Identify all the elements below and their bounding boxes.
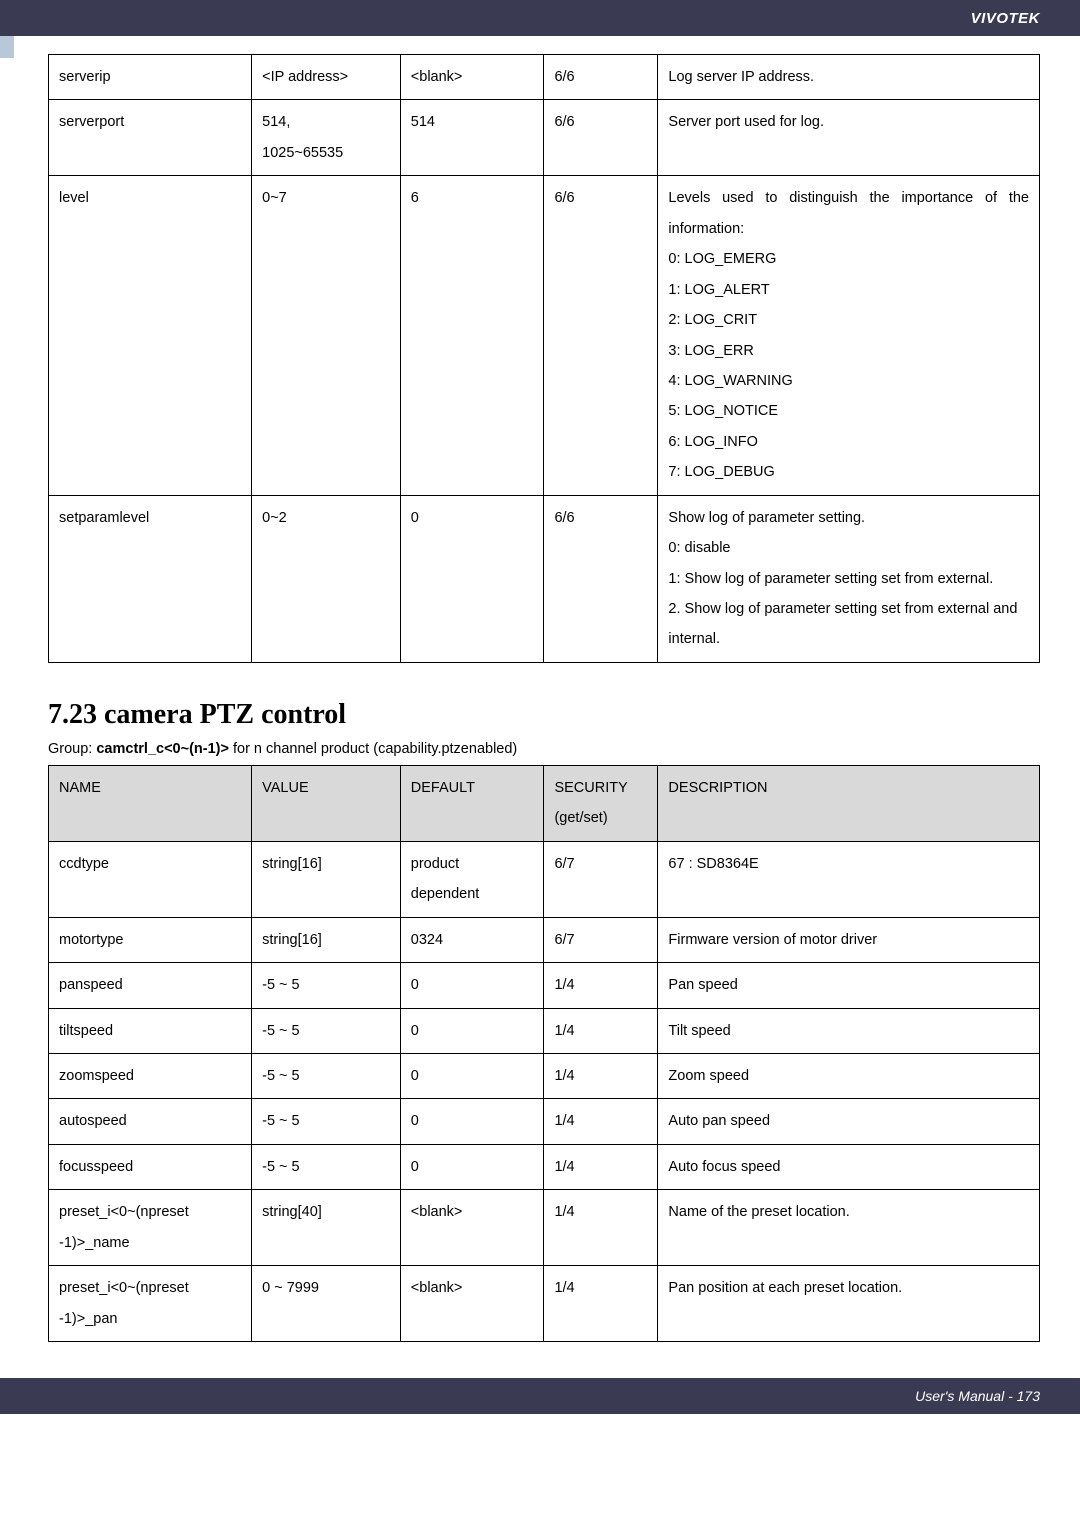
col-value: VALUE (252, 765, 401, 841)
table-cell: 6 (400, 176, 544, 495)
table-cell-desc: Server port used for log. (658, 100, 1040, 176)
syslog-params-table: serverip<IP address><blank>6/6Log server… (48, 54, 1040, 663)
col-security: SECURITY(get/set) (544, 765, 658, 841)
table-cell-desc: Tilt speed (658, 1008, 1040, 1053)
table-cell: 0~2 (252, 495, 401, 662)
table-cell-desc: Auto pan speed (658, 1099, 1040, 1144)
table-cell-desc: Firmware version of motor driver (658, 917, 1040, 962)
table-cell: string[16] (252, 841, 401, 917)
table-cell: -5 ~ 5 (252, 1099, 401, 1144)
table-cell: 0 (400, 1144, 544, 1189)
table-cell-desc: Name of the preset location. (658, 1190, 1040, 1266)
table-cell-desc: Show log of parameter setting.0: disable… (658, 495, 1040, 662)
table-cell: -5 ~ 5 (252, 1144, 401, 1189)
col-name: NAME (49, 765, 252, 841)
table-cell: 0 (400, 1008, 544, 1053)
table-cell: 1/4 (544, 1190, 658, 1266)
table-cell: 6/7 (544, 917, 658, 962)
table-cell: 0324 (400, 917, 544, 962)
table-cell: 6/6 (544, 55, 658, 100)
table-cell: <blank> (400, 1266, 544, 1342)
table-row: preset_i<0~(npreset-1)>_pan0 ~ 7999<blan… (49, 1266, 1040, 1342)
footer-text: User's Manual - 173 (915, 1388, 1040, 1404)
table-cell: 1/4 (544, 963, 658, 1008)
table-cell-desc: Pan speed (658, 963, 1040, 1008)
table-cell: 514 (400, 100, 544, 176)
table-cell: <IP address> (252, 55, 401, 100)
table-cell-desc: Log server IP address. (658, 55, 1040, 100)
section-heading: 7.23 camera PTZ control (48, 699, 1040, 731)
table-cell: zoomspeed (49, 1053, 252, 1098)
table-cell: 1/4 (544, 1266, 658, 1342)
table-cell: -5 ~ 5 (252, 1053, 401, 1098)
table-row: ccdtypestring[16]productdependent6/767 :… (49, 841, 1040, 917)
table-cell: level (49, 176, 252, 495)
table-cell: 0 (400, 1099, 544, 1144)
col-desc: DESCRIPTION (658, 765, 1040, 841)
group-name: camctrl_c<0~(n-1)> (96, 741, 229, 757)
table-cell: <blank> (400, 55, 544, 100)
group-line: Group: camctrl_c<0~(n-1)> for n channel … (48, 741, 1040, 757)
table-cell: string[16] (252, 917, 401, 962)
table-cell: 1/4 (544, 1144, 658, 1189)
table-cell: 1/4 (544, 1099, 658, 1144)
table-cell: serverip (49, 55, 252, 100)
brand-label: VIVOTEK (971, 10, 1040, 27)
table-cell: productdependent (400, 841, 544, 917)
table-cell: 6/6 (544, 495, 658, 662)
table-cell: <blank> (400, 1190, 544, 1266)
table-cell: setparamlevel (49, 495, 252, 662)
table-cell: preset_i<0~(npreset-1)>_name (49, 1190, 252, 1266)
table-row: tiltspeed-5 ~ 501/4Tilt speed (49, 1008, 1040, 1053)
table-cell: 0 (400, 963, 544, 1008)
table-cell: 6/6 (544, 100, 658, 176)
table-row: serverport514,1025~655355146/6Server por… (49, 100, 1040, 176)
footer-bar: User's Manual - 173 (0, 1378, 1080, 1414)
table-cell: 0 (400, 1053, 544, 1098)
table-cell-desc: 67 : SD8364E (658, 841, 1040, 917)
table-cell: -5 ~ 5 (252, 1008, 401, 1053)
camctrl-params-table: NAME VALUE DEFAULT SECURITY(get/set) DES… (48, 765, 1040, 1342)
table-cell-desc: Auto focus speed (658, 1144, 1040, 1189)
table-cell-desc: Levels used to distinguish the importanc… (658, 176, 1040, 495)
table-cell-desc: Zoom speed (658, 1053, 1040, 1098)
table-row: autospeed-5 ~ 501/4Auto pan speed (49, 1099, 1040, 1144)
table-cell: 0~7 (252, 176, 401, 495)
group-prefix: Group: (48, 741, 96, 757)
table-cell: autospeed (49, 1099, 252, 1144)
table-cell: 514,1025~65535 (252, 100, 401, 176)
table-cell: focusspeed (49, 1144, 252, 1189)
table-row: motortypestring[16]03246/7Firmware versi… (49, 917, 1040, 962)
table-cell: string[40] (252, 1190, 401, 1266)
table-cell: -5 ~ 5 (252, 963, 401, 1008)
table-cell: 0 ~ 7999 (252, 1266, 401, 1342)
table-row: serverip<IP address><blank>6/6Log server… (49, 55, 1040, 100)
table-cell: 6/6 (544, 176, 658, 495)
table-row: preset_i<0~(npreset-1)>_namestring[40]<b… (49, 1190, 1040, 1266)
table-cell: preset_i<0~(npreset-1)>_pan (49, 1266, 252, 1342)
table-cell: motortype (49, 917, 252, 962)
table-cell: tiltspeed (49, 1008, 252, 1053)
table-cell: panspeed (49, 963, 252, 1008)
table-row: focusspeed-5 ~ 501/4Auto focus speed (49, 1144, 1040, 1189)
group-suffix: for n channel product (capability.ptzena… (229, 741, 517, 757)
table-cell: 0 (400, 495, 544, 662)
table-row: setparamlevel0~206/6Show log of paramete… (49, 495, 1040, 662)
col-default: DEFAULT (400, 765, 544, 841)
table-row: level0~766/6Levels used to distinguish t… (49, 176, 1040, 495)
left-stripe (0, 36, 14, 58)
table-cell-desc: Pan position at each preset location. (658, 1266, 1040, 1342)
table-cell: ccdtype (49, 841, 252, 917)
table-cell: 1/4 (544, 1008, 658, 1053)
table-cell: serverport (49, 100, 252, 176)
table-cell: 6/7 (544, 841, 658, 917)
table-row: panspeed-5 ~ 501/4Pan speed (49, 963, 1040, 1008)
top-header-bar: VIVOTEK (0, 0, 1080, 36)
table-row: zoomspeed-5 ~ 501/4Zoom speed (49, 1053, 1040, 1098)
table-cell: 1/4 (544, 1053, 658, 1098)
table-header-row: NAME VALUE DEFAULT SECURITY(get/set) DES… (49, 765, 1040, 841)
